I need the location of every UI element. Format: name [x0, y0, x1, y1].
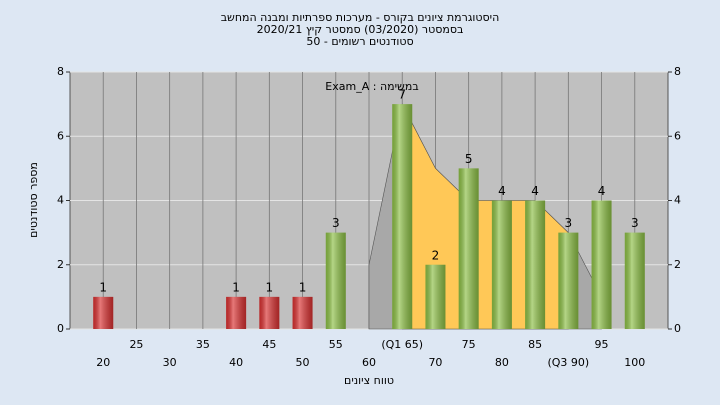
bar-shade [325, 232, 346, 329]
title-line: סטודנטים רשומים - 50 [306, 35, 413, 48]
bar-value-label: 2 [432, 248, 440, 262]
x-tick-label: (Q3 90) [547, 356, 589, 369]
bar-shade [93, 296, 114, 329]
bar-shade [591, 200, 612, 329]
y-tick-label: 8 [57, 65, 64, 78]
x-tick-label: 100 [624, 356, 645, 369]
x-tick-label: 60 [362, 356, 376, 369]
x-tick-label: 20 [96, 356, 110, 369]
y-axis-label: מספר סטודנטים [27, 162, 40, 238]
y-tick-label: 4 [57, 194, 64, 207]
bar-shade [525, 200, 546, 329]
y-tick-label: 2 [57, 258, 64, 271]
x-tick-label: 70 [428, 356, 442, 369]
bar-shade [425, 264, 446, 329]
y2-tick-label: 6 [674, 129, 681, 142]
x-tick-label: 55 [329, 338, 343, 351]
x-tick-label: 80 [495, 356, 509, 369]
bar-shade [558, 232, 579, 329]
bar-value-label: 7 [398, 88, 406, 102]
bar-value-label: 3 [565, 216, 573, 230]
bar-shade [392, 104, 413, 329]
x-tick-label: 45 [262, 338, 276, 351]
bar-value-label: 4 [498, 184, 506, 198]
y2-tick-label: 0 [674, 322, 681, 335]
title-line: היסטוגרמת ציונים בקורס - מערכות ספרתיות … [221, 11, 500, 24]
y-tick-label: 0 [57, 322, 64, 335]
bar-value-label: 1 [299, 280, 307, 294]
bar-shade [259, 296, 280, 329]
x-tick-label: (Q1 65) [381, 338, 423, 351]
bar-value-label: 4 [531, 184, 539, 198]
bar-shade [491, 200, 512, 329]
bar-value-label: 3 [631, 216, 639, 230]
x-tick-label: 30 [163, 356, 177, 369]
x-tick-label: 50 [296, 356, 310, 369]
y2-tick-label: 8 [674, 65, 681, 78]
x-tick-label: 25 [129, 338, 143, 351]
bar-value-label: 5 [465, 152, 473, 166]
x-tick-label: 40 [229, 356, 243, 369]
bar-shade [226, 296, 247, 329]
bar-shade [458, 168, 479, 329]
y2-tick-label: 2 [674, 258, 681, 271]
title-line: בסמסטר (03/2020) סמסטר קיץ 2020/21 [257, 23, 464, 36]
bar-value-label: 1 [99, 280, 107, 294]
x-axis-label: טווח ציונים [344, 374, 394, 387]
x-tick-label: 75 [462, 338, 476, 351]
x-tick-label: 95 [595, 338, 609, 351]
y-tick-label: 6 [57, 129, 64, 142]
annotation: Exam_A : במשימה [325, 80, 418, 93]
bar-shade [292, 296, 313, 329]
x-tick-label: 85 [528, 338, 542, 351]
y2-tick-label: 4 [674, 194, 681, 207]
bar-value-label: 1 [266, 280, 274, 294]
bar-value-label: 1 [232, 280, 240, 294]
bar-value-label: 4 [598, 184, 606, 198]
bar-shade [624, 232, 645, 329]
x-tick-label: 35 [196, 338, 210, 351]
bar-value-label: 3 [332, 216, 340, 230]
